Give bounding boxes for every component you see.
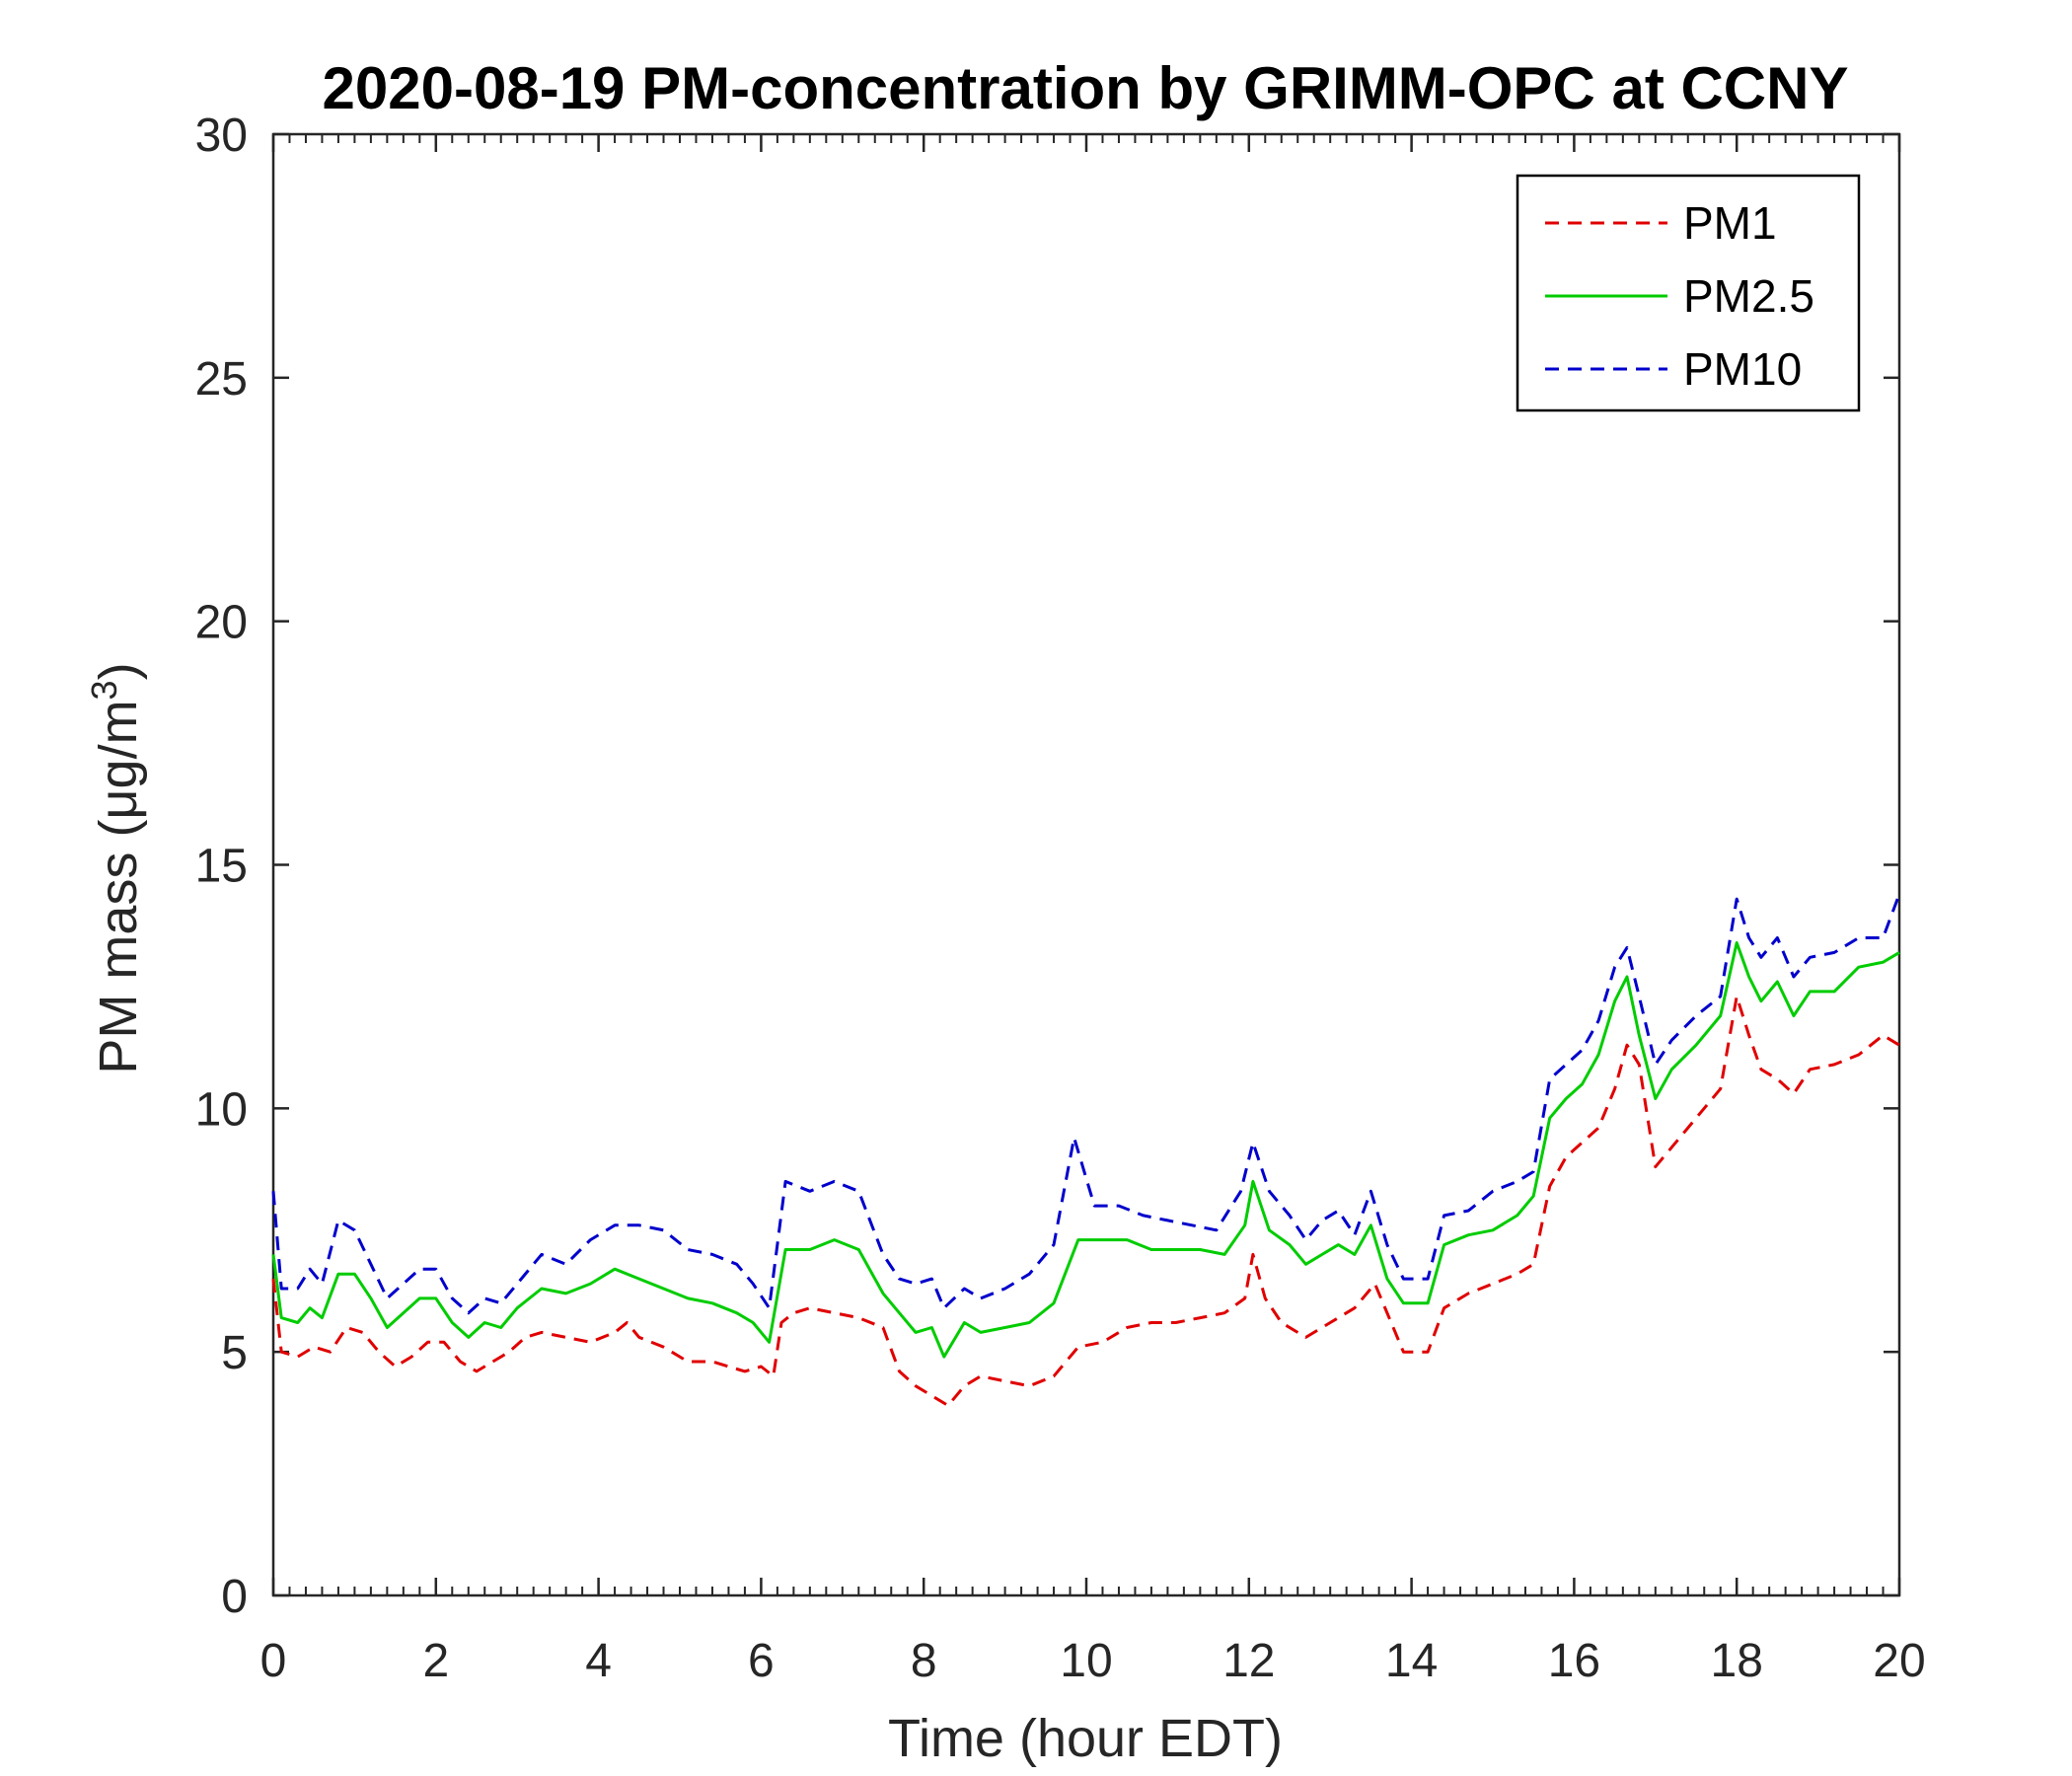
x-tick-label: 10 bbox=[1060, 1635, 1112, 1687]
x-tick-label: 2 bbox=[422, 1635, 449, 1687]
legend: PM1 PM2.5 PM10 bbox=[1516, 174, 1861, 412]
series-lines bbox=[271, 893, 1901, 1407]
chart-title: 2020-08-19 PM-concentration by GRIMM-OPC… bbox=[323, 55, 1849, 121]
legend-entries: PM1 PM2.5 PM10 bbox=[1545, 197, 1814, 395]
series-line-pm2-5 bbox=[271, 941, 1900, 1359]
y-tick-label: 25 bbox=[195, 353, 248, 406]
y-tick-label: 15 bbox=[195, 841, 248, 893]
legend-label: PM1 bbox=[1683, 197, 1777, 249]
x-tick-label: 4 bbox=[585, 1635, 612, 1687]
legend-label: PM10 bbox=[1683, 343, 1802, 395]
x-tick-labels: 0 2 4 6 8 10 12 14 16 18 20 bbox=[260, 1635, 1926, 1687]
y-tick-label: 30 bbox=[195, 110, 248, 162]
x-tick-label: 6 bbox=[748, 1635, 775, 1687]
minor-ticks bbox=[272, 134, 1900, 1595]
x-tick-label: 16 bbox=[1548, 1635, 1600, 1687]
y-axis-label-prefix: PM mass ( bbox=[89, 820, 148, 1074]
series-line-pm1 bbox=[271, 995, 1900, 1407]
y-axis-label-sup: 3 bbox=[84, 680, 124, 700]
major-ticks bbox=[271, 132, 1901, 1597]
y-tick-label: 0 bbox=[221, 1571, 248, 1623]
y-tick-label: 5 bbox=[221, 1327, 248, 1379]
x-tick-label: 14 bbox=[1385, 1635, 1438, 1687]
x-tick-label: 12 bbox=[1222, 1635, 1275, 1687]
series-line-pm10 bbox=[271, 893, 1901, 1315]
y-tick-labels: 0 5 10 15 20 25 30 bbox=[195, 110, 248, 1623]
x-tick-label: 20 bbox=[1873, 1635, 1925, 1687]
plot-area bbox=[271, 132, 1901, 1597]
y-axis-label: PM mass (μg/m3) bbox=[84, 662, 149, 1073]
legend-label: PM2.5 bbox=[1683, 270, 1814, 322]
x-tick-label: 0 bbox=[260, 1635, 287, 1687]
x-axis-label: Time (hour EDT) bbox=[888, 1709, 1283, 1768]
y-tick-label: 20 bbox=[195, 597, 248, 649]
y-axis-label-unit: μg/m bbox=[89, 700, 148, 819]
legend-box bbox=[1516, 174, 1861, 412]
x-tick-label: 8 bbox=[911, 1635, 937, 1687]
y-axis-label-suffix: ) bbox=[89, 662, 148, 680]
x-tick-label: 18 bbox=[1711, 1635, 1763, 1687]
y-tick-label: 10 bbox=[195, 1083, 248, 1136]
